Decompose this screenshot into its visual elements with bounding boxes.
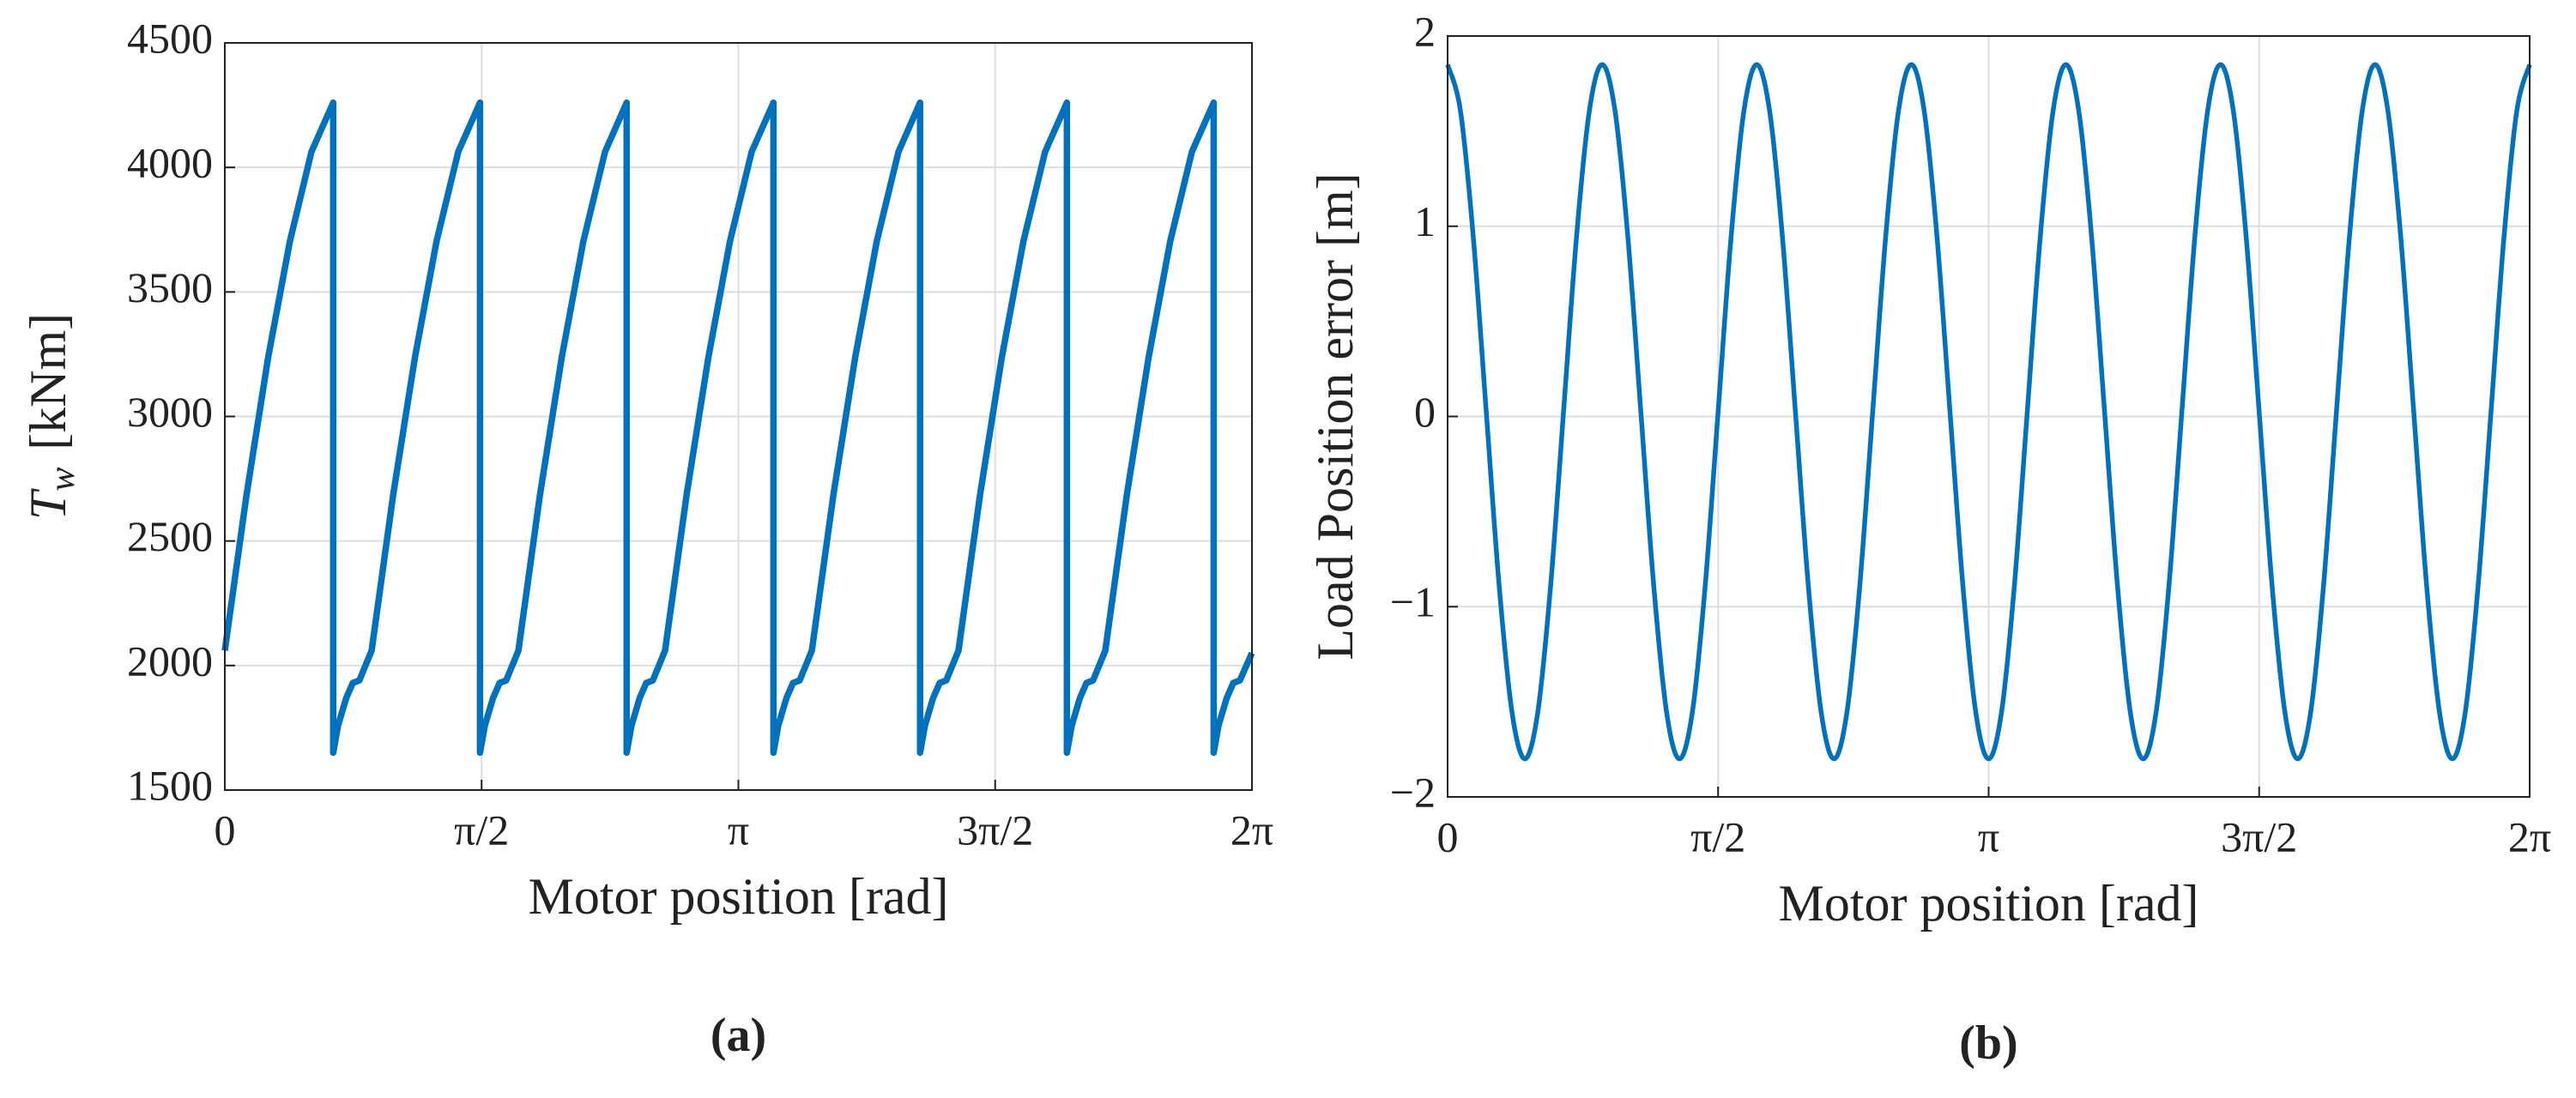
- y-tick-label: 3500: [127, 263, 213, 311]
- y-tick-label: 4000: [127, 139, 213, 187]
- x-tick-label: 3π/2: [2221, 812, 2297, 860]
- y-axis-label: Tw [kNm]: [20, 313, 82, 520]
- x-axis-label: Motor position [rad]: [1779, 875, 2199, 932]
- axes-box: [1447, 35, 2531, 798]
- y-tick-label: 1500: [127, 761, 213, 809]
- y-tick-label: 2500: [127, 512, 213, 560]
- axes-box: [224, 42, 1253, 791]
- x-axis-label: Motor position [rad]: [529, 868, 949, 925]
- y-axis-label: Load Position error [m]: [1307, 172, 1364, 660]
- x-tick-label: 2π: [1231, 805, 1273, 854]
- y-tick-label: 1: [1414, 197, 1436, 245]
- x-tick-label: 0: [215, 805, 236, 854]
- y-tick-label: 4500: [127, 14, 213, 62]
- x-tick-label: 0: [1437, 812, 1459, 860]
- x-tick-label: 2π: [2508, 812, 2551, 860]
- y-label-unit: [kNm]: [20, 313, 76, 450]
- data-line: [221, 99, 1255, 757]
- x-tick-label: π/2: [1690, 812, 1745, 860]
- chart: 0 π/2 π 3π/2 2π −2 −1 0 1 2 Motor position [rad] Lo…: [1307, 7, 2551, 1069]
- y-tick-label: 3000: [127, 388, 213, 436]
- x-tick-label: π: [1978, 812, 1999, 860]
- y-label-symbol: T: [20, 488, 76, 520]
- x-tick-label: 3π/2: [957, 805, 1033, 854]
- y-tick-label: −1: [1390, 578, 1436, 626]
- y-tick-label: −2: [1390, 768, 1436, 816]
- x-tick-label: π: [728, 805, 749, 854]
- y-label-subscript: w: [43, 468, 82, 492]
- x-tick-label: π/2: [454, 805, 509, 854]
- panel-label: (a): [711, 1009, 766, 1062]
- y-tick-label: 0: [1414, 388, 1436, 436]
- data-line: [1445, 62, 2532, 762]
- panel-label: (b): [1959, 1017, 2017, 1070]
- y-tick-label: 2: [1414, 7, 1436, 55]
- chart: 0 π/2 π 3π/2 2π 1500 2000 2500 3000 3500 4000 4500 M…: [20, 14, 1273, 1061]
- y-tick-label: 2000: [127, 636, 213, 685]
